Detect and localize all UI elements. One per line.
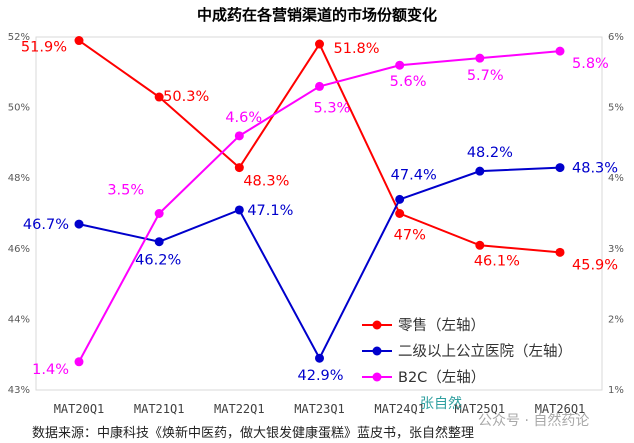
legend-swatch-marker [372,372,382,382]
left-tick-label: 46% [8,244,30,255]
data-point [555,46,565,56]
data-label: 48.2% [467,145,513,161]
series-data-labels: 51.9% 50.3% 48.3% 51.8% 47% 46.1% 45.9% 46.7% 46… [21,40,618,385]
left-tick-label: 50% [8,103,30,114]
data-point [395,60,405,70]
x-tick-label: MAT26Q1 [535,402,586,416]
series-line [78,50,561,363]
x-tick-label: MAT22Q1 [214,402,265,416]
x-tick-label: MAT21Q1 [134,402,185,416]
data-point [154,92,164,102]
data-label: 47% [394,228,426,244]
watermark-account: 公众号 · 自然药论 [478,412,589,429]
data-point [154,237,164,247]
right-tick-label: 2% [608,314,624,325]
left-axis: 52% 50% 48% 46% 44% 43% [8,32,30,396]
data-point [234,163,244,173]
data-label: 3.5% [107,183,144,199]
data-label: 48.3% [243,174,289,190]
series-points [74,36,565,367]
data-point [475,240,485,250]
data-point [555,247,565,257]
x-axis: MAT20Q1 MAT21Q1 MAT22Q1 MAT23Q1 MAT24Q1 MAT25… [54,402,586,416]
x-tick-label: MAT24Q1 [374,402,425,416]
legend: 零售（左轴） 二级以上公立医院（左轴） B2C（左轴） [362,317,572,386]
data-label: 50.3% [163,89,209,105]
legend-swatch-marker [372,346,382,356]
legend-entry: B2C（左轴） [398,369,485,386]
data-label: 46.1% [474,253,520,269]
right-tick-label: 6% [608,32,624,43]
data-label: 51.8% [334,41,380,57]
data-point [74,357,84,367]
legend-entry: 二级以上公立医院（左轴） [398,343,572,360]
legend-entry: 零售（左轴） [398,317,485,334]
left-tick-label: 52% [8,32,30,43]
right-tick-label: 4% [608,173,624,184]
data-point [315,353,324,363]
x-tick-label: MAT20Q1 [54,402,105,416]
data-point [234,205,244,215]
watermark-name: 张自然 [420,395,462,412]
data-point [234,131,244,141]
data-label: 47.1% [247,203,293,219]
data-point [555,163,565,173]
data-point [475,166,485,176]
data-label: 45.9% [572,257,618,273]
right-tick-label: 3% [608,244,624,255]
data-point [315,39,324,49]
plot-area-border [35,36,603,391]
data-point [395,209,405,218]
right-axis: 6% 5% 4% 3% 2% 1% [608,32,624,396]
data-label: 5.6% [390,74,427,90]
left-tick-label: 44% [8,314,30,325]
data-label: 42.9% [298,368,344,384]
data-point [315,81,324,91]
data-label: 51.9% [21,40,67,56]
right-tick-label: 5% [608,103,624,114]
source-note: 数据来源：中康科技《焕新中医药，做大银发健康蛋糕》蓝皮书，张自然整理 [32,425,474,441]
data-label: 46.2% [135,253,181,269]
data-point [395,194,405,204]
data-label: 5.3% [314,100,351,116]
legend-swatch-marker [372,320,382,330]
data-label: 5.8% [572,56,609,72]
right-tick-label: 1% [608,385,624,396]
data-label: 47.4% [391,167,437,183]
x-tick-label: MAT23Q1 [294,402,345,416]
data-point [74,219,84,229]
left-tick-label: 43% [8,385,30,396]
data-label: 4.6% [225,110,262,126]
data-point [154,209,164,218]
left-tick-label: 48% [8,173,30,184]
chart-title: 中成药在各营销渠道的市场份额变化 [197,6,437,24]
x-tick-label: MAT25Q1 [455,402,506,416]
data-label: 48.3% [572,161,618,177]
data-point [475,53,485,63]
data-point [74,36,84,46]
data-label: 46.7% [23,217,69,233]
data-label: 1.4% [32,362,69,378]
data-label: 5.7% [467,68,504,84]
